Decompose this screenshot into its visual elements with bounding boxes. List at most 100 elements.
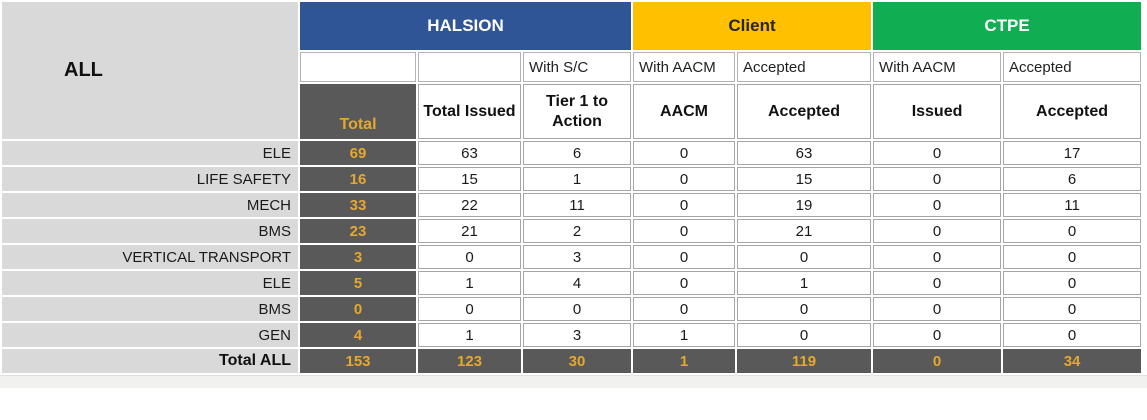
data-cell: 0: [633, 219, 736, 243]
table-row: GEN 4 1 3 1 0 0 0: [2, 323, 1142, 347]
subheader-accepted: Accepted: [737, 52, 872, 82]
data-cell: 0: [873, 167, 1002, 191]
row-label: ELE: [2, 271, 298, 295]
data-cell: 63: [737, 141, 872, 165]
data-cell: 22: [418, 193, 521, 217]
data-cell: 0: [737, 297, 872, 321]
subheader-with-aacm: With AACM: [633, 52, 736, 82]
total-value-cell: 16: [300, 167, 416, 191]
data-cell: 0: [633, 271, 736, 295]
table-row: LIFE SAFETY 16 15 1 0 15 0 6: [2, 167, 1142, 191]
data-cell: 0: [1003, 271, 1142, 295]
data-cell: 3: [523, 323, 632, 347]
data-cell: 0: [873, 297, 1002, 321]
data-cell: 11: [1003, 193, 1142, 217]
data-cell: 0: [1003, 323, 1142, 347]
data-cell: 4: [523, 271, 632, 295]
data-cell: 0: [633, 297, 736, 321]
data-cell: 2: [523, 219, 632, 243]
total-value-cell: 1: [633, 349, 736, 373]
column-header-row: Total Total Issued Tier 1 to Action AACM…: [2, 84, 1142, 139]
data-cell: 0: [1003, 297, 1142, 321]
column-header-total-issued: Total Issued: [418, 84, 521, 139]
data-cell: 15: [737, 167, 872, 191]
data-cell: 17: [1003, 141, 1142, 165]
total-value-cell: 4: [300, 323, 416, 347]
row-label: BMS: [2, 219, 298, 243]
row-label: GEN: [2, 323, 298, 347]
subheader-total: [300, 52, 416, 82]
column-header-accepted-ctpe: Accepted: [1003, 84, 1142, 139]
data-cell: 0: [633, 141, 736, 165]
data-cell: 3: [523, 245, 632, 269]
subheader-accepted-ctpe: Accepted: [1003, 52, 1142, 82]
data-cell: 0: [418, 245, 521, 269]
total-row-label: Total ALL: [2, 349, 298, 373]
column-header-aacm: AACM: [633, 84, 736, 139]
data-cell: 1: [523, 167, 632, 191]
data-cell: 19: [737, 193, 872, 217]
data-cell: 0: [523, 297, 632, 321]
total-value-cell: 123: [418, 349, 521, 373]
data-cell: 0: [873, 323, 1002, 347]
data-cell: 6: [523, 141, 632, 165]
summary-table: ALL HALSION Client CTPE With S/C With AA…: [0, 0, 1144, 375]
table-row: ELE 69 63 6 0 63 0 17: [2, 141, 1142, 165]
total-value-cell: 5: [300, 271, 416, 295]
data-cell: 0: [873, 141, 1002, 165]
total-value-cell: 153: [300, 349, 416, 373]
total-value-cell: 3: [300, 245, 416, 269]
row-label: ELE: [2, 141, 298, 165]
total-value-cell: 23: [300, 219, 416, 243]
total-value-cell: 30: [523, 349, 632, 373]
data-cell: 0: [1003, 219, 1142, 243]
data-cell: 1: [633, 323, 736, 347]
table-row: VERTICAL TRANSPORT 3 0 3 0 0 0 0: [2, 245, 1142, 269]
data-cell: 63: [418, 141, 521, 165]
total-value-cell: 119: [737, 349, 872, 373]
data-cell: 21: [737, 219, 872, 243]
report-table-container: ALL HALSION Client CTPE With S/C With AA…: [0, 0, 1144, 375]
data-cell: 0: [873, 245, 1002, 269]
group-header-row: ALL HALSION Client CTPE: [2, 2, 1142, 139]
data-cell: 0: [873, 219, 1002, 243]
table-row: MECH 33 22 11 0 19 0 11: [2, 193, 1142, 217]
subheader-row: With S/C With AACM Accepted With AACM Ac…: [2, 52, 1142, 82]
group-header-client: Client: [633, 2, 872, 50]
column-header-total: Total: [300, 84, 416, 139]
column-header-tier1-to-action: Tier 1 to Action: [523, 84, 632, 139]
total-value-cell: 33: [300, 193, 416, 217]
data-cell: 11: [523, 193, 632, 217]
data-cell: 0: [633, 167, 736, 191]
data-cell: 0: [873, 193, 1002, 217]
table-row: BMS 23 21 2 0 21 0 0: [2, 219, 1142, 243]
data-cell: 0: [633, 193, 736, 217]
subheader-total-issued: [418, 52, 521, 82]
data-cell: 6: [1003, 167, 1142, 191]
table-body: ELE 69 63 6 0 63 0 17 LIFE SAFETY 16 15 1 0 15 0 6 MECH 3…: [2, 141, 1142, 373]
data-cell: 0: [873, 271, 1002, 295]
bottom-margin: [0, 375, 1147, 388]
group-header-ctpe: CTPE: [873, 2, 1142, 50]
total-value-cell: 0: [873, 349, 1002, 373]
data-cell: 0: [737, 245, 872, 269]
row-label: VERTICAL TRANSPORT: [2, 245, 298, 269]
column-header-accepted: Accepted: [737, 84, 872, 139]
data-cell: 0: [418, 297, 521, 321]
column-header-issued: Issued: [873, 84, 1002, 139]
table-row: BMS 0 0 0 0 0 0 0: [2, 297, 1142, 321]
subheader-with-aacm-ctpe: With AACM: [873, 52, 1002, 82]
row-label: MECH: [2, 193, 298, 217]
corner-cell-all: ALL: [2, 2, 298, 139]
total-value-cell: 69: [300, 141, 416, 165]
total-value-cell: 0: [300, 297, 416, 321]
data-cell: 1: [418, 323, 521, 347]
row-label: BMS: [2, 297, 298, 321]
data-cell: 0: [737, 323, 872, 347]
group-header-halsion: HALSION: [300, 2, 632, 50]
row-label: LIFE SAFETY: [2, 167, 298, 191]
total-value-cell: 34: [1003, 349, 1142, 373]
data-cell: 21: [418, 219, 521, 243]
table-row: ELE 5 1 4 0 1 0 0: [2, 271, 1142, 295]
total-row: Total ALL 153 123 30 1 119 0 34: [2, 349, 1142, 373]
